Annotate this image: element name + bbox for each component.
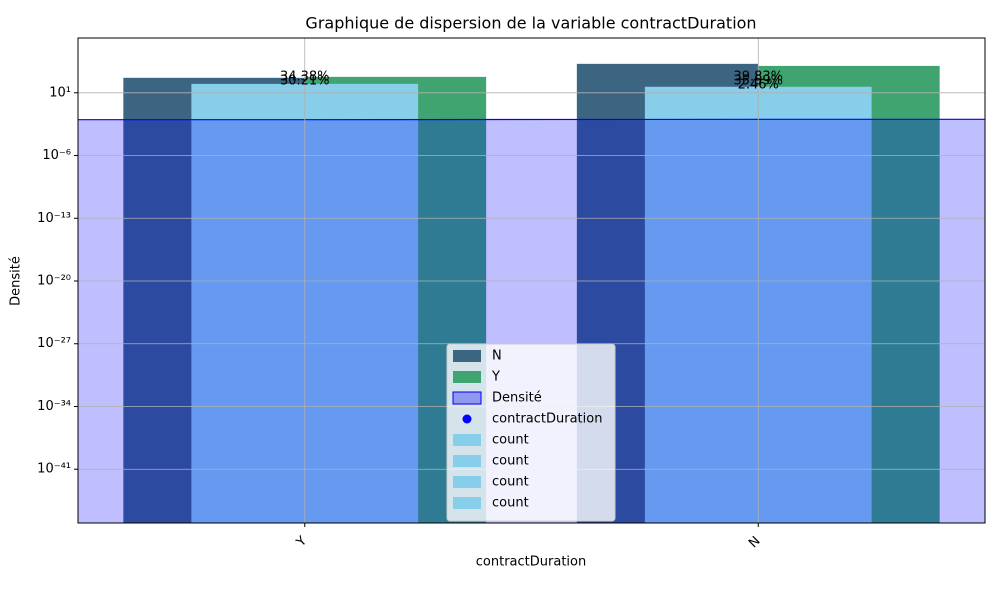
y-tick-label: 10⁻⁶ [42, 148, 71, 163]
legend-swatch [453, 371, 481, 383]
legend-swatch [453, 455, 481, 467]
chart-title: Graphique de dispersion de la variable c… [305, 14, 756, 33]
annotation: 39.83% [733, 70, 783, 85]
legend-label: count [492, 433, 529, 448]
y-tick-label: 10⁻³⁴ [37, 399, 71, 414]
y-axis-label: Densité [9, 256, 24, 306]
plot-frame [77, 37, 986, 524]
legend-swatch [453, 434, 481, 446]
y-tick-label: 10¹ [49, 85, 71, 100]
x-axis-label: contractDuration [476, 555, 586, 570]
annotation: 35.59% [733, 74, 783, 89]
legend-label: Y [491, 370, 500, 385]
legend-swatch [453, 497, 481, 509]
legend-swatch [453, 350, 481, 362]
legend-label: Densité [492, 391, 542, 406]
y-tick-label: 10⁻²⁰ [37, 274, 71, 289]
legend-label: count [492, 454, 529, 469]
legend-label: N [492, 349, 502, 364]
legend-swatch [452, 391, 482, 405]
legend-label: count [492, 496, 529, 511]
x-tick-label: N [746, 534, 763, 551]
legend-label: contractDuration [492, 412, 602, 427]
annotation: 34.38% [280, 70, 330, 85]
annotation: 30.21% [280, 74, 330, 89]
legend-swatch [453, 476, 481, 488]
legend-label: count [492, 475, 529, 490]
annotation: 2.46% [738, 78, 779, 93]
x-tick-label: Y [293, 534, 310, 551]
legend-box [446, 343, 616, 522]
y-tick-label: 10⁻²⁷ [37, 336, 71, 351]
y-tick-label: 10⁻¹³ [37, 211, 71, 226]
y-tick-label: 10⁻⁴¹ [37, 462, 71, 477]
legend-marker [462, 414, 472, 424]
